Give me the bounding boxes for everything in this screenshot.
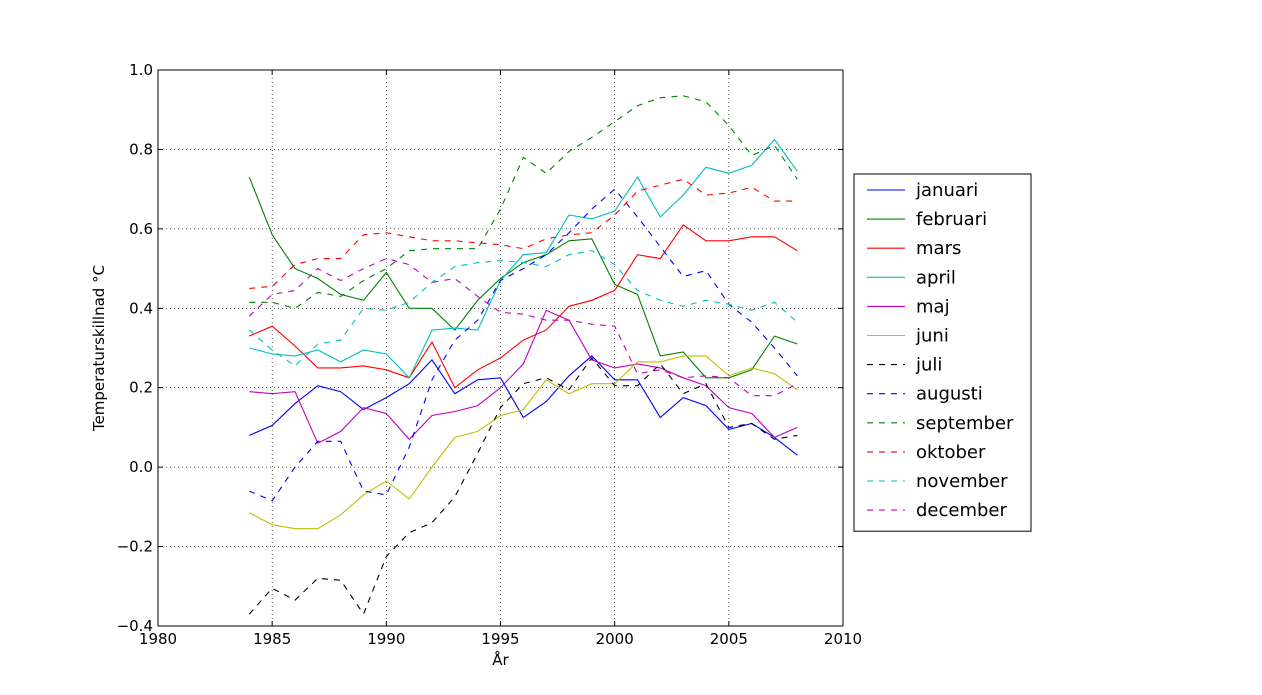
axis-ticks: 1980 1985 1990 1995 2000 2005 2010 −0.4 −0.2 0.0 0… [117,61,863,648]
series-line-oktober [249,178,798,289]
legend-label-maj: maj [916,296,950,317]
y-tick-label: 0.2 [129,379,153,397]
y-tick-label: 0.8 [129,140,153,158]
legend-label-december: december [916,500,1008,521]
legend-label-oktober: oktober [916,442,986,463]
y-axis-label: Temperaturskillnad °C [90,265,108,432]
legend-label-november: november [916,471,1008,492]
series-line-januari [249,355,798,456]
y-tick-label: 0.0 [129,458,153,476]
series-line-april [249,138,798,379]
y-tick-label: −0.4 [117,617,153,635]
legend-label-mars: mars [916,238,961,259]
plot-series [248,95,798,616]
y-tick-label: −0.2 [117,538,153,556]
legend-label-april: april [916,267,956,288]
series-line-maj [249,309,798,445]
legend-label-augusti: augusti [916,384,983,405]
y-tick-label: 0.4 [129,299,153,317]
legend-label-juni: juni [915,326,949,347]
legend: januari februari mars april maj juni juli augus… [853,173,1032,532]
x-tick-label: 2005 [710,630,748,648]
series-line-augusti [249,188,798,502]
legend-label-januari: januari [915,180,978,201]
legend-label-september: september [916,413,1014,434]
x-tick-label: 1980 [139,630,177,648]
x-tick-label: 1990 [367,630,405,648]
legend-label-februari: februari [916,209,987,230]
series-line-september [249,95,798,309]
series-line-november [248,250,798,367]
legend-label-juli: juli [915,355,942,376]
series-line-juli [248,356,798,616]
x-tick-label: 1995 [481,630,519,648]
x-tick-label: 2000 [596,630,634,648]
series-line-juni [249,355,798,530]
x-tick-label: 2010 [824,630,862,648]
y-tick-label: 0.6 [129,220,153,238]
legend-box [853,173,1032,532]
series-line-december [248,258,798,397]
x-axis-label: År [492,650,509,669]
y-tick-label: 1.0 [129,61,153,79]
series-line-mars [249,224,798,389]
x-tick-label: 1985 [253,630,291,648]
